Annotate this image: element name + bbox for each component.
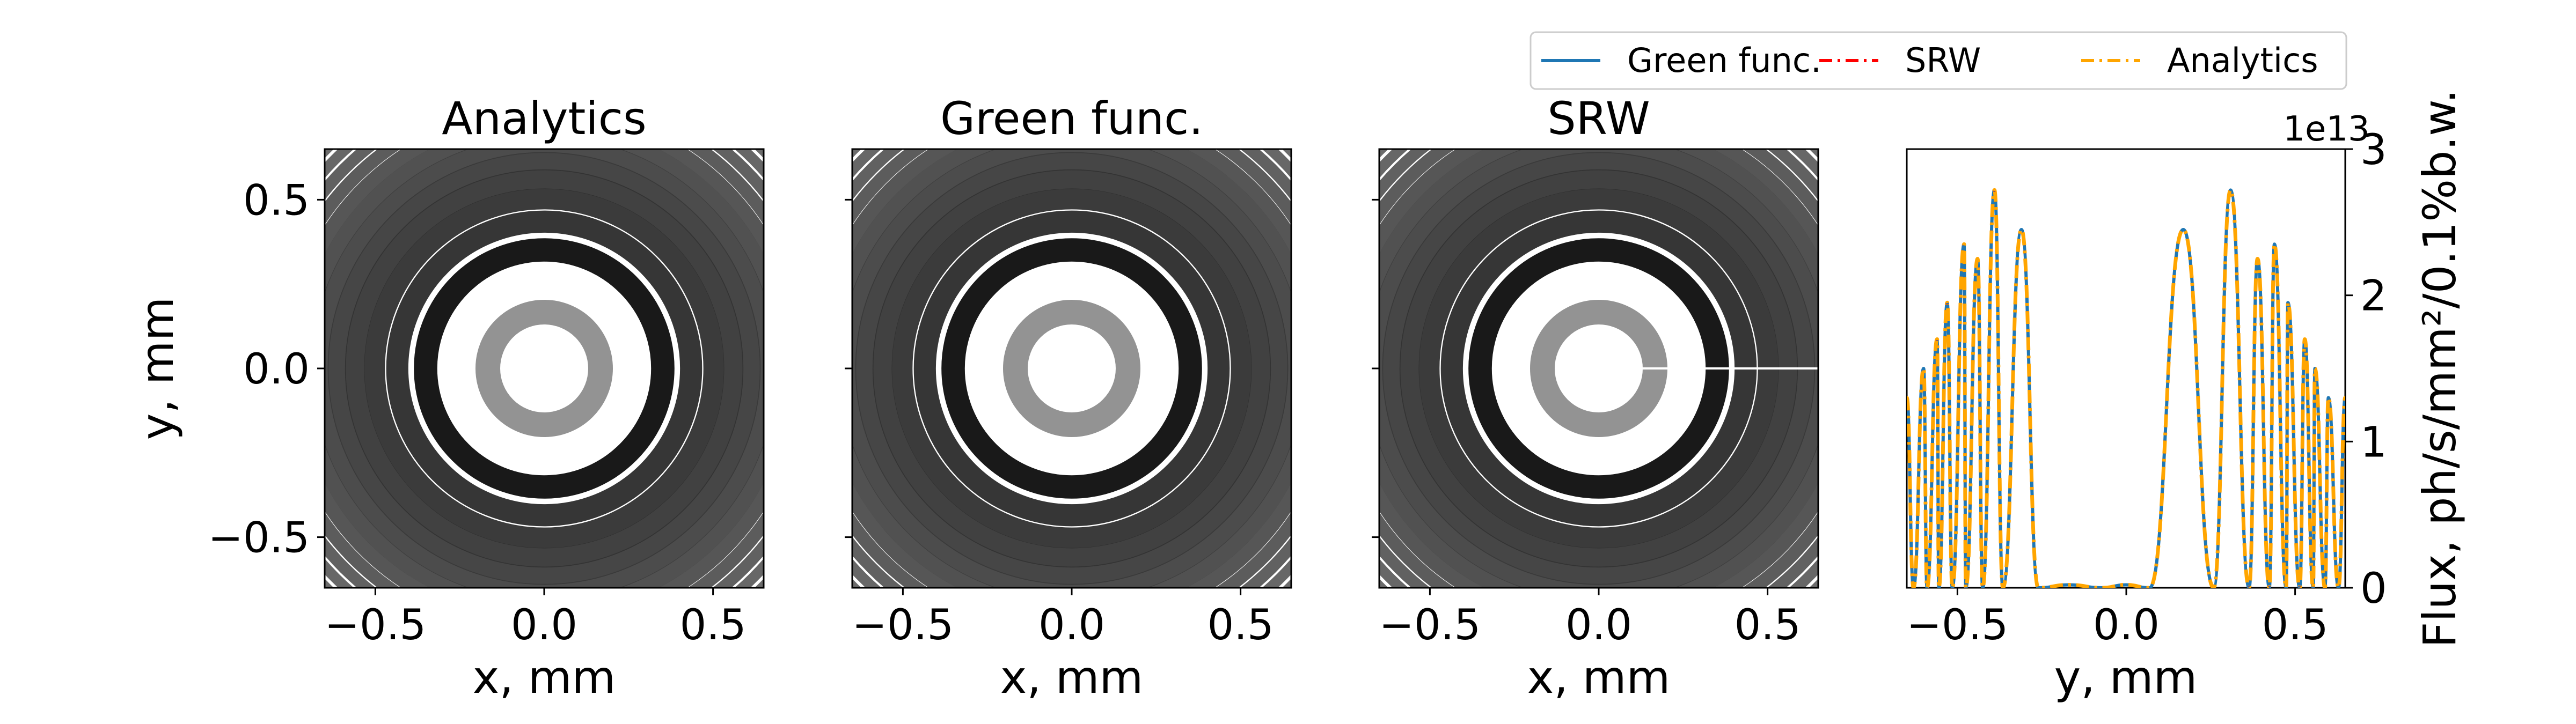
bright-center	[501, 326, 587, 411]
y-tick-label: 1	[2360, 418, 2387, 467]
bright-center	[1556, 326, 1642, 411]
x-ticks: −0.5 0.0 0.5	[852, 588, 1274, 649]
x-axis-label: y, mm	[2054, 651, 2198, 704]
y-tick-label: 0	[2360, 565, 2387, 613]
panel-analytics: Analytics −0.5 0.0 0.5 0.5 0.0 −0.5 x, mm y,…	[131, 92, 765, 704]
interference-ring	[414, 238, 675, 499]
x-tick-label: 0.0	[511, 601, 577, 649]
y-tick-label: 2	[2360, 272, 2387, 321]
x-tick-label: −0.5	[852, 601, 954, 649]
x-tick-label: −0.5	[1379, 601, 1481, 649]
interference-ring	[345, 169, 744, 568]
legend: Green func. SRW Analytics	[1529, 31, 2347, 90]
interference-ring	[872, 169, 1271, 568]
x-axis-label: x, mm	[473, 651, 616, 704]
x-tick-label: 0.0	[1038, 601, 1105, 649]
y-axis-label: y, mm	[131, 297, 184, 440]
legend-label: SRW	[1905, 41, 1981, 80]
x-ticks: −0.5 0.0 0.5	[1379, 588, 1801, 649]
bright-center	[1029, 326, 1115, 411]
panel-green-func: Green func. −0.5 0.0 0.5 x, mm	[845, 92, 1292, 704]
x-tick-label: 0.5	[680, 601, 747, 649]
interference-ring	[386, 210, 702, 527]
x-axis-label: x, mm	[1527, 651, 1671, 704]
y-ticks: 0.5 0.0 −0.5	[208, 176, 325, 563]
y-tick-label: 0.5	[243, 176, 310, 225]
y-tick-label: −0.5	[208, 514, 310, 563]
panel-title: Green func.	[940, 92, 1203, 145]
y-tick-marks	[845, 198, 852, 538]
legend-frame	[1529, 31, 2347, 90]
interference-ring	[855, 152, 1289, 585]
interference-ring	[891, 188, 1252, 549]
x-tick-label: 0.0	[1565, 601, 1632, 649]
interference-ring	[1003, 300, 1140, 437]
y-axis-label: Flux, ph/s/mm²/0.1%b.w.	[2413, 89, 2466, 648]
x-ticks: −0.5 0.0 0.5	[1907, 588, 2329, 649]
legend-label: Green func.	[1627, 41, 1821, 80]
legend-label: Analytics	[2167, 41, 2318, 80]
series-line-analytics	[1907, 188, 2345, 588]
x-tick-label: −0.5	[1907, 601, 2008, 649]
y-tick-label: 0.0	[243, 345, 310, 394]
interference-ring	[364, 188, 724, 549]
panel-title: SRW	[1547, 92, 1650, 145]
x-ticks: −0.5 0.0 0.5	[325, 588, 747, 649]
interference-ring	[913, 210, 1230, 527]
panel-srw: SRW −0.5 0.0 0.5 x, mm	[1372, 92, 1819, 704]
panel-title: Analytics	[442, 92, 646, 145]
x-axis-label: x, mm	[1000, 651, 1144, 704]
interference-ring	[327, 152, 761, 585]
x-tick-label: 0.5	[1208, 601, 1274, 649]
y-ticks: 0 1 2 3	[2345, 126, 2387, 613]
panel-flux-profile: −0.5 0.0 0.5 0 1 2 3 1e13 y, mm Flux, ph/s/mm…	[1906, 89, 2466, 704]
y-tick-marks	[1372, 198, 1379, 538]
interference-ring	[475, 300, 613, 437]
x-tick-label: 0.5	[1735, 601, 1801, 649]
x-tick-label: 0.0	[2093, 601, 2160, 649]
x-tick-label: 0.5	[2262, 601, 2329, 649]
x-tick-label: −0.5	[325, 601, 426, 649]
interference-ring	[941, 238, 1202, 499]
y-multiplier: 1e13	[2283, 109, 2370, 149]
y-tick-label: 3	[2360, 126, 2387, 174]
